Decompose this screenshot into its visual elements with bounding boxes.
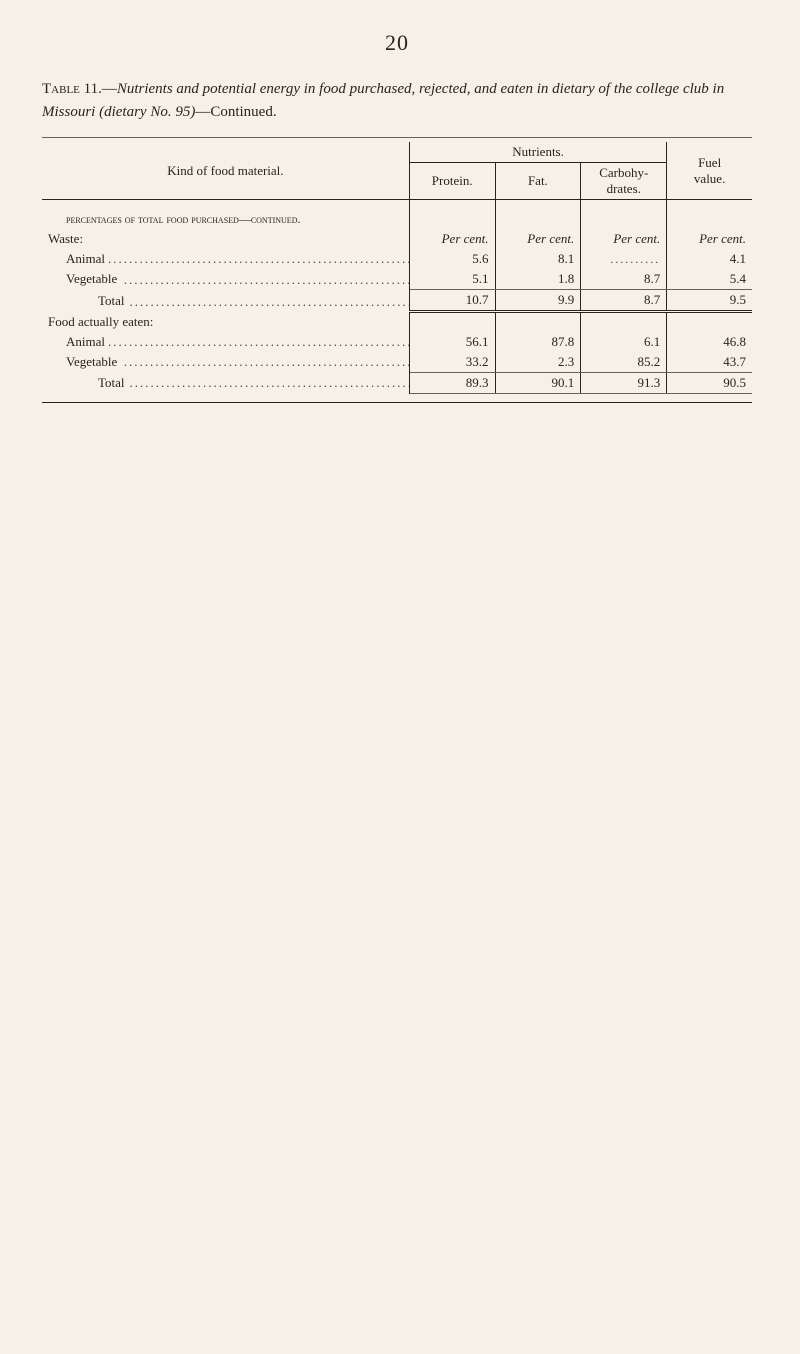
col-protein: Protein. <box>409 163 495 200</box>
val-et-f: 90.1 <box>495 372 581 393</box>
val-wa-c: .......... <box>581 249 667 269</box>
waste-header-row: Waste: Per cent. Per cent. Per cent. Per… <box>42 229 752 249</box>
val-ea-p: 56.1 <box>409 332 495 352</box>
label-total-2: Total <box>98 375 129 390</box>
val-wt-c: 8.7 <box>581 290 667 312</box>
val-wa-fv: 4.1 <box>667 249 752 269</box>
label-vegetable: Vegetable <box>66 271 121 286</box>
section-label: percentages of total food purchased—cont… <box>42 210 409 229</box>
val-wa-f: 8.1 <box>495 249 581 269</box>
nutrients-table: Kind of food material. Nutrients. Fuel v… <box>42 137 752 403</box>
col-carb: Carbohy- drates. <box>581 163 667 200</box>
val-wv-fv: 5.4 <box>667 269 752 290</box>
unit-carb: Per cent. <box>581 229 667 249</box>
row-waste-animal: Animal 5.6 8.1 .......... 4.1 <box>42 249 752 269</box>
label-animal-2: Animal <box>66 334 109 349</box>
unit-fuel: Per cent. <box>667 229 752 249</box>
val-wv-f: 1.8 <box>495 269 581 290</box>
title-suffix: —Continued. <box>195 104 276 120</box>
val-ea-f: 87.8 <box>495 332 581 352</box>
col-fuel: Fuel value. <box>667 142 752 200</box>
val-wv-c: 8.7 <box>581 269 667 290</box>
col-nutrients: Nutrients. <box>409 142 666 163</box>
row-waste-veg: Vegetable 5.1 1.8 8.7 5.4 <box>42 269 752 290</box>
row-eaten-veg: Vegetable 33.2 2.3 85.2 43.7 <box>42 352 752 373</box>
val-ev-fv: 43.7 <box>667 352 752 373</box>
val-ea-fv: 46.8 <box>667 332 752 352</box>
col-fat: Fat. <box>495 163 581 200</box>
val-wv-p: 5.1 <box>409 269 495 290</box>
val-et-p: 89.3 <box>409 372 495 393</box>
val-ea-c: 6.1 <box>581 332 667 352</box>
val-wa-p: 5.6 <box>409 249 495 269</box>
unit-fat: Per cent. <box>495 229 581 249</box>
row-eaten-animal: Animal 56.1 87.8 6.1 46.8 <box>42 332 752 352</box>
header-row-1: Kind of food material. Nutrients. Fuel v… <box>42 142 752 163</box>
eaten-header-row: Food actually eaten: <box>42 312 752 332</box>
row-waste-total: Total 10.7 9.9 8.7 9.5 <box>42 290 752 312</box>
label-animal: Animal <box>66 251 109 266</box>
title-prefix: Table 11.— <box>42 81 117 97</box>
title-italic: Nutrients and potential energy in food p… <box>42 81 724 120</box>
section-row: percentages of total food purchased—cont… <box>42 210 752 229</box>
val-wt-p: 10.7 <box>409 290 495 312</box>
unit-protein: Per cent. <box>409 229 495 249</box>
val-wt-f: 9.9 <box>495 290 581 312</box>
table-title: Table 11.—Nutrients and potential energy… <box>42 78 752 123</box>
label-vegetable-2: Vegetable <box>66 354 121 369</box>
eaten-label: Food actually eaten: <box>42 312 409 332</box>
val-ev-p: 33.2 <box>409 352 495 373</box>
val-ev-c: 85.2 <box>581 352 667 373</box>
page-container: 20 Table 11.—Nutrients and potential ene… <box>0 0 800 403</box>
row-eaten-total: Total 89.3 90.1 91.3 90.5 <box>42 372 752 393</box>
val-ev-f: 2.3 <box>495 352 581 373</box>
page-number: 20 <box>42 30 752 56</box>
col-kind: Kind of food material. <box>42 142 409 200</box>
val-wt-fv: 9.5 <box>667 290 752 312</box>
val-et-c: 91.3 <box>581 372 667 393</box>
val-et-fv: 90.5 <box>667 372 752 393</box>
label-total-1: Total <box>98 293 129 308</box>
waste-label: Waste: <box>42 229 409 249</box>
